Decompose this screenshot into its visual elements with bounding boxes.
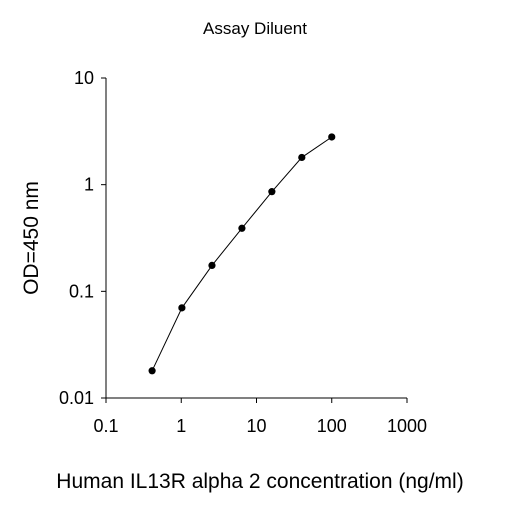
x-tick-label: 100 [317,416,347,436]
y-axis-ticks: 0.01 0.1 1 10 [59,68,106,408]
x-tick-label: 1 [176,416,186,436]
data-point [238,224,246,232]
x-tick-label: 0.1 [93,416,118,436]
data-point [208,261,216,270]
data-point [328,133,336,141]
x-tick-label: 10 [246,416,266,436]
y-tick-label: 0.01 [59,388,94,408]
y-tick-label: 10 [74,68,94,88]
data-point [178,304,186,312]
x-tick-label: 1000 [387,416,427,436]
series-layer [148,133,336,375]
chart-title: Assay Diluent [203,19,307,38]
y-axis-title: OD=450 nm [20,181,43,295]
data-point [268,188,276,196]
data-point [298,153,306,162]
x-axis-title: Human IL13R alpha 2 concentration (ng/ml… [56,470,463,493]
y-tick-label: 1 [84,175,94,195]
x-axis-ticks: 0.1 1 10 100 1000 [93,398,427,436]
plot-area: 0.01 0.1 1 10 0.1 1 10 100 1000 [59,68,427,436]
y-tick-label: 0.1 [69,281,94,301]
series-line [151,136,333,372]
data-point [148,367,156,375]
